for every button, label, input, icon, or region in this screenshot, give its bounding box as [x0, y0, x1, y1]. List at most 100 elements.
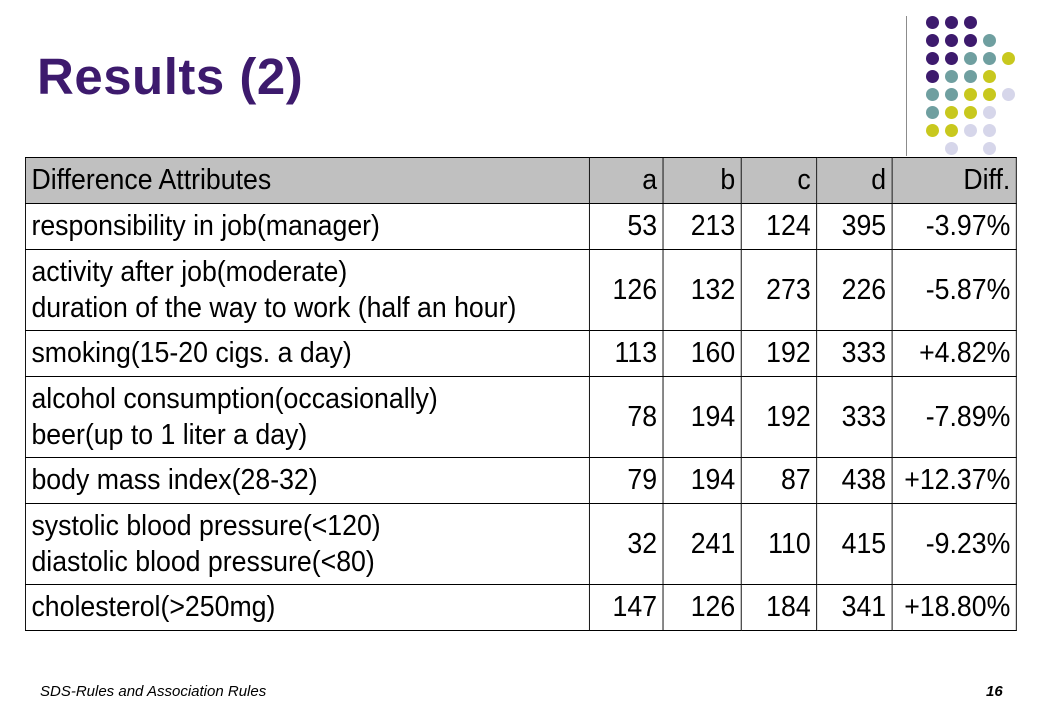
cell-diff: -3.97%: [891, 203, 1017, 250]
header-a: a: [588, 157, 664, 204]
decorative-dot: [926, 52, 939, 65]
decorative-dot: [964, 124, 977, 137]
decorative-dot: [983, 34, 996, 47]
attribute-line: responsibility in job(manager): [31, 210, 380, 242]
cell-d: 438: [816, 457, 893, 504]
attribute-line: systolic blood pressure(<120): [31, 510, 381, 542]
decorative-dot: [945, 142, 958, 155]
table-row: cholesterol(>250mg) 147 126 184 341 +18.80%: [24, 584, 1017, 631]
cell-d: 333: [816, 330, 893, 377]
cell-a: 113: [588, 330, 664, 377]
decorative-dot: [926, 124, 939, 137]
decorative-dot: [926, 34, 939, 47]
cell-d: 226: [816, 249, 893, 331]
attribute-line: diastolic blood pressure(<80): [31, 546, 375, 578]
decorative-dot: [945, 106, 958, 119]
decorative-dot: [983, 142, 996, 155]
decorative-dot: [945, 34, 958, 47]
results-table: Difference Attributes a b c d Diff. resp…: [24, 157, 1017, 631]
cell-c: 273: [740, 249, 818, 331]
decorative-dot: [964, 70, 977, 83]
decorative-dot: [1002, 88, 1015, 101]
cell-d: 395: [816, 203, 893, 250]
attribute-line: cholesterol(>250mg): [31, 591, 276, 623]
decorative-dot: [983, 106, 996, 119]
cell-diff: +12.37%: [891, 457, 1017, 504]
decorative-dot: [945, 70, 958, 83]
header-difference-attributes: Difference Attributes: [24, 157, 590, 204]
cell-c: 87: [740, 457, 818, 504]
decorative-dot: [926, 70, 939, 83]
attribute-line: alcohol consumption(occasionally): [31, 383, 438, 415]
attribute-line: activity after job(moderate): [31, 256, 348, 288]
attribute-line: duration of the way to work (half an hou…: [31, 292, 517, 324]
cell-c: 110: [740, 503, 818, 585]
cell-diff: -9.23%: [891, 503, 1017, 585]
cell-attribute: responsibility in job(manager): [24, 203, 590, 250]
cell-b: 132: [662, 249, 742, 331]
cell-diff: -7.89%: [891, 376, 1017, 458]
cell-c: 192: [740, 330, 818, 377]
cell-diff: -5.87%: [891, 249, 1017, 331]
decorative-dot: [964, 88, 977, 101]
decorative-dot: [945, 88, 958, 101]
decorative-dot: [964, 106, 977, 119]
cell-a: 53: [588, 203, 664, 250]
decorative-dot: [926, 88, 939, 101]
title-divider-line: [906, 16, 907, 156]
cell-a: 79: [588, 457, 664, 504]
decorative-dot: [1002, 52, 1015, 65]
attribute-line: body mass index(28-32): [31, 464, 318, 496]
cell-d: 415: [816, 503, 893, 585]
decorative-dot: [964, 34, 977, 47]
cell-attribute: cholesterol(>250mg): [24, 584, 590, 631]
cell-c: 124: [740, 203, 818, 250]
decorative-dot: [964, 52, 977, 65]
decorative-dot: [945, 52, 958, 65]
table-row: smoking(15-20 cigs. a day) 113 160 192 333 +4…: [24, 330, 1017, 377]
decorative-dot-grid: [0, 0, 1040, 160]
cell-d: 333: [816, 376, 893, 458]
header-b: b: [662, 157, 742, 204]
table-row: body mass index(28-32) 79 194 87 438 +12.37%: [24, 457, 1017, 504]
decorative-dot: [945, 16, 958, 29]
table-row: alcohol consumption(occasionally) beer(up…: [24, 376, 1017, 458]
header-diff: Diff.: [891, 157, 1017, 204]
decorative-dot: [926, 16, 939, 29]
decorative-dot: [926, 106, 939, 119]
decorative-dot: [983, 88, 996, 101]
attribute-line: beer(up to 1 liter a day): [31, 419, 308, 451]
header-d: d: [816, 157, 893, 204]
cell-attribute: smoking(15-20 cigs. a day): [24, 330, 590, 377]
cell-attribute: body mass index(28-32): [24, 457, 590, 504]
cell-b: 194: [662, 376, 742, 458]
cell-b: 241: [662, 503, 742, 585]
cell-attribute: systolic blood pressure(<120) diastolic b…: [24, 503, 590, 585]
cell-a: 147: [588, 584, 664, 631]
cell-a: 78: [588, 376, 664, 458]
cell-diff: +18.80%: [891, 584, 1017, 631]
cell-d: 341: [816, 584, 893, 631]
cell-a: 126: [588, 249, 664, 331]
decorative-dot: [983, 52, 996, 65]
page-number: 16: [986, 683, 1003, 700]
cell-a: 32: [588, 503, 664, 585]
cell-diff: +4.82%: [891, 330, 1017, 377]
cell-b: 213: [662, 203, 742, 250]
decorative-dot: [983, 124, 996, 137]
table-row: activity after job(moderate) duration of …: [24, 249, 1017, 331]
cell-b: 126: [662, 584, 742, 631]
decorative-dot: [983, 70, 996, 83]
cell-b: 194: [662, 457, 742, 504]
cell-c: 184: [740, 584, 818, 631]
cell-attribute: activity after job(moderate) duration of …: [24, 249, 590, 331]
footer-text: SDS-Rules and Association Rules: [40, 683, 267, 700]
table-row: systolic blood pressure(<120) diastolic b…: [24, 503, 1017, 585]
header-c: c: [740, 157, 818, 204]
decorative-dot: [945, 124, 958, 137]
cell-attribute: alcohol consumption(occasionally) beer(up…: [24, 376, 590, 458]
cell-b: 160: [662, 330, 742, 377]
decorative-dot: [964, 16, 977, 29]
table-row: responsibility in job(manager) 53 213 124 39…: [24, 203, 1017, 250]
attribute-line: smoking(15-20 cigs. a day): [31, 337, 352, 369]
